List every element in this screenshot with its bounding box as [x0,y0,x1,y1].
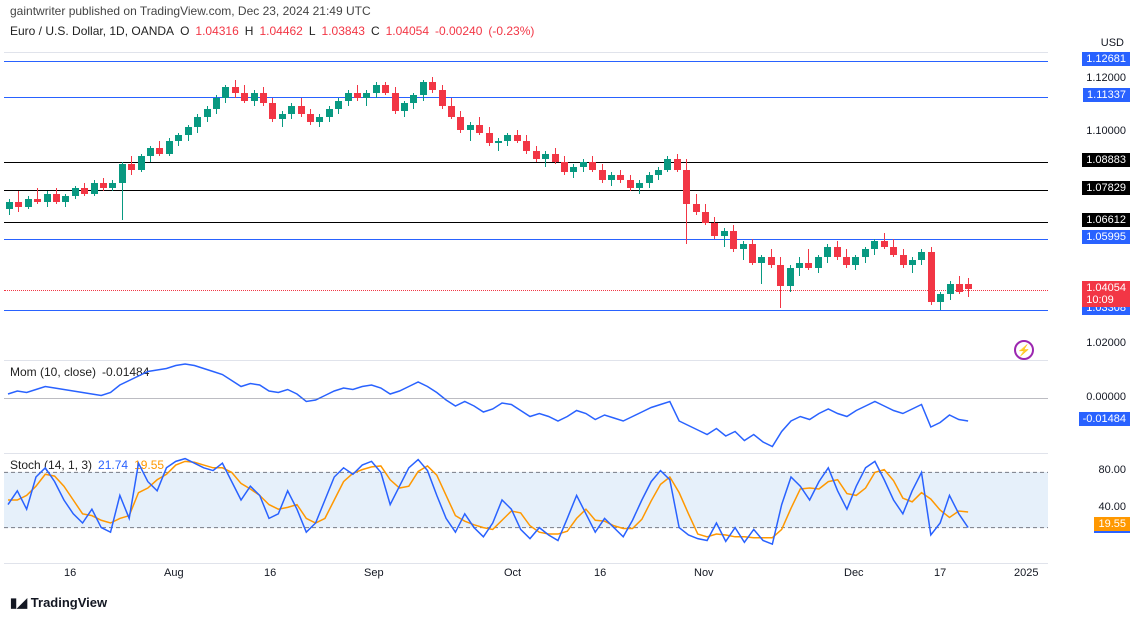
price-line-label: 1.08883 [1082,153,1130,167]
time-tick: 17 [934,567,946,579]
horizontal-line[interactable] [4,61,1048,62]
price-chart[interactable] [4,52,1048,357]
symbol-name: Euro / U.S. Dollar, 1D, OANDA [10,24,174,38]
price-axis[interactable]: USD 1.120001.100001.020001.126811.113371… [1052,52,1132,357]
time-tick: 2025 [1014,567,1038,579]
ohlc-c: 1.04054 [386,24,429,38]
ohlc-c-label: C [371,24,380,38]
horizontal-line[interactable] [4,222,1048,223]
ohlc-o-label: O [180,24,189,38]
stoch-tick: 80.00 [1098,464,1126,476]
momentum-axis[interactable]: 0.00000 -0.01484 [1052,360,1132,450]
stoch-lines [4,454,1048,546]
horizontal-line[interactable] [4,239,1048,240]
ohlc-change-pct: (-0.23%) [488,24,534,38]
momentum-value-tag: -0.01484 [1079,412,1130,426]
horizontal-line[interactable] [4,190,1048,191]
time-tick: 16 [64,567,76,579]
price-line-label: 1.06612 [1082,213,1130,227]
horizontal-line[interactable] [4,97,1048,98]
price-tick: 1.10000 [1086,125,1126,137]
current-price-tag: 1.0405410:09 [1082,281,1130,307]
ohlc-l-label: L [309,24,316,38]
ohlc-l: 1.03843 [322,24,365,38]
price-line-label: 1.05995 [1082,230,1130,244]
current-price-line [4,290,1048,291]
time-axis[interactable]: 16 Aug 16 Sep Oct 16 Nov Dec 17 2025 [4,563,1048,583]
price-tick: 1.12000 [1086,72,1126,84]
lightning-icon[interactable]: ⚡ [1014,340,1034,360]
publish-header: gaintwriter published on TradingView.com… [0,0,1132,22]
stoch-d-tag: 19.55 [1094,517,1130,531]
price-line-label: 1.07829 [1082,181,1130,195]
ohlc-change: -0.00240 [435,24,482,38]
logo-text: TradingView [31,595,107,610]
momentum-panel[interactable]: Mom (10, close) -0.01484 [4,360,1048,450]
tradingview-logo: ▮◢ TradingView [10,595,107,611]
time-tick: 16 [264,567,276,579]
ohlc-h-label: H [245,24,254,38]
symbol-info: Euro / U.S. Dollar, 1D, OANDA O 1.04316 H… [0,22,1132,40]
stoch-tick: 40.00 [1098,501,1126,513]
price-tick: 1.02000 [1086,337,1126,349]
price-line-label: 1.11337 [1083,88,1130,102]
stochastic-axis[interactable]: 80.0040.0021.7419.55 [1052,453,1132,545]
time-tick: Sep [364,567,384,579]
logo-icon: ▮◢ [10,595,27,610]
time-tick: Oct [504,567,521,579]
time-tick: 16 [594,567,606,579]
stochastic-panel[interactable]: Stoch (14, 1, 3) 21.74 19.55 [4,453,1048,545]
price-line-label: 1.12681 [1082,52,1130,66]
momentum-tick: 0.00000 [1086,391,1126,403]
horizontal-line[interactable] [4,162,1048,163]
time-tick: Nov [694,567,714,579]
ohlc-h: 1.04462 [259,24,302,38]
horizontal-line[interactable] [4,310,1048,311]
time-tick: Dec [844,567,864,579]
momentum-line [4,361,1048,451]
ohlc-o: 1.04316 [195,24,238,38]
time-tick: Aug [164,567,184,579]
axis-currency: USD [1101,37,1124,49]
